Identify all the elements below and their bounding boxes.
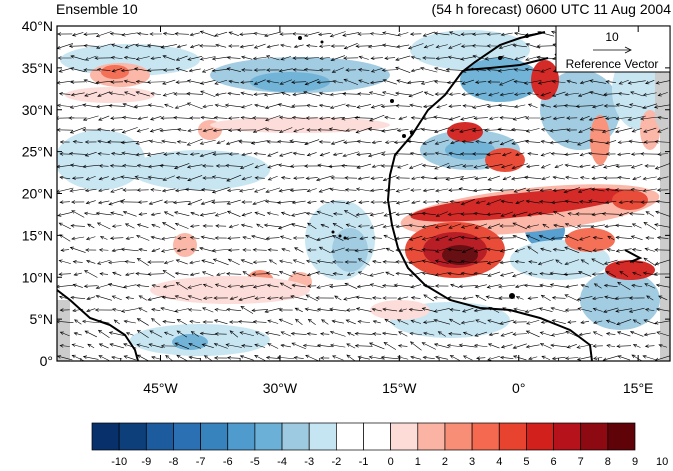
latitude-label: 10°N — [22, 269, 53, 285]
colorbar-label: 5 — [523, 456, 529, 468]
colorbar-label: -6 — [223, 456, 233, 468]
latitude-label: 35°N — [22, 60, 53, 76]
colorbar-label: -9 — [141, 456, 151, 468]
islands — [298, 34, 529, 299]
colorbar-swatch — [254, 422, 283, 451]
colorbar-swatch — [308, 422, 337, 451]
longitude-label: 15°E — [623, 380, 654, 396]
colorbar-label: -1 — [359, 456, 369, 468]
colorbar-swatch — [281, 422, 310, 451]
longitude-axis: 45°W 30°W 15°W 0° 15°E — [80, 26, 654, 396]
colorbar-label: -2 — [331, 456, 341, 468]
latitude-label: 0° — [40, 353, 53, 369]
colorbar-label: -8 — [169, 456, 179, 468]
colorbar-swatch — [607, 422, 636, 451]
colorbar-label: 2 — [442, 456, 448, 468]
colorbar-swatch — [526, 422, 554, 451]
colorbar-swatch — [336, 422, 364, 451]
reference-vector-legend: 10 Reference Vector — [555, 25, 671, 73]
colorbar-swatch — [91, 422, 120, 451]
colorbar-label: 8 — [605, 456, 611, 468]
colorbar-swatch — [173, 422, 201, 451]
colorbar-label: 1 — [415, 456, 421, 468]
colorbar-label: 9 — [632, 456, 638, 468]
colorbar-swatch — [227, 422, 256, 451]
latitude-axis: 40°N 35°N 30°N 25°N 20°N 15°N 10°N 5°N 0° — [22, 18, 670, 369]
colorbar-swatch — [417, 422, 446, 451]
longitude-label: 0° — [512, 380, 525, 396]
colorbar: -10 -9 -8 -7 -6 -5 -4 -3 -2 -1 0 1 2 3 4 5 6 7 8 9 10 — [91, 422, 668, 468]
colorbar-label: -10 — [111, 456, 127, 468]
colorbar-swatch — [390, 422, 419, 451]
colorbar-swatch — [200, 422, 229, 451]
masked-region — [57, 300, 70, 361]
panel-title: Ensemble 10 — [56, 1, 138, 17]
colorbar-swatch — [580, 422, 609, 451]
latitude-label: 20°N — [22, 186, 53, 202]
colorbar-label: 6 — [550, 456, 556, 468]
longitude-label: 15°W — [382, 380, 417, 396]
colorbar-swatch — [363, 422, 391, 451]
colorbar-label: 3 — [469, 456, 475, 468]
colorbar-label: -3 — [304, 456, 314, 468]
colorbar-label: -7 — [196, 456, 206, 468]
forecast-time: (54 h forecast) 0600 UTC 11 Aug 2004 — [431, 1, 671, 17]
latitude-label: 15°N — [22, 227, 53, 243]
latitude-label: 40°N — [22, 18, 53, 34]
colorbar-label: 10 — [656, 456, 668, 468]
colorbar-swatch — [498, 422, 527, 451]
colorbar-swatch — [444, 422, 473, 451]
colorbar-label: 4 — [496, 456, 502, 468]
latitude-label: 25°N — [22, 144, 53, 160]
reference-vector-label: Reference Vector — [566, 57, 659, 71]
colorbar-swatch — [553, 422, 582, 451]
latitude-label: 5°N — [30, 311, 54, 327]
colorbar-swatch — [118, 422, 147, 451]
map-plot-area — [57, 26, 670, 361]
colorbar-label: 7 — [578, 456, 584, 468]
latitude-label: 30°N — [22, 102, 53, 118]
reference-vector-magnitude: 10 — [605, 30, 619, 44]
longitude-label: 30°W — [263, 380, 298, 396]
colorbar-label: -5 — [250, 456, 260, 468]
colorbar-label: -4 — [277, 456, 287, 468]
colorbar-swatch — [145, 422, 174, 451]
longitude-label: 45°W — [143, 380, 178, 396]
colorbar-label: 0 — [388, 456, 394, 468]
colorbar-swatch — [471, 422, 500, 451]
